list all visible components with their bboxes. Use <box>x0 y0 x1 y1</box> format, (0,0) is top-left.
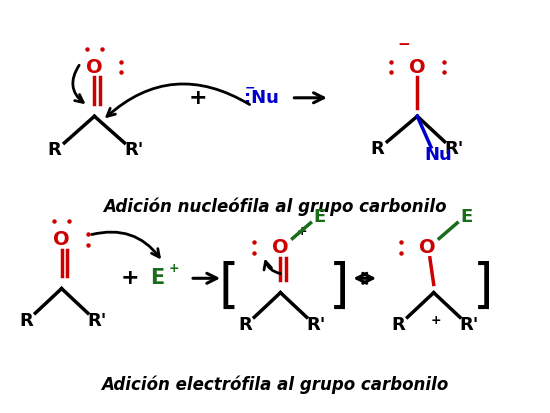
Text: R': R' <box>445 140 464 158</box>
Text: Adición nucleófila al grupo carbonilo: Adición nucleófila al grupo carbonilo <box>103 197 447 216</box>
Text: R: R <box>48 141 62 159</box>
Text: Adición electrófila al grupo carbonilo: Adición electrófila al grupo carbonilo <box>101 376 449 394</box>
Text: R: R <box>238 316 252 334</box>
Text: E: E <box>150 268 164 288</box>
Text: +: + <box>120 268 139 288</box>
Text: R': R' <box>460 316 479 334</box>
Text: :Nu: :Nu <box>244 89 279 107</box>
Text: O: O <box>272 238 289 257</box>
Text: R': R' <box>125 141 144 159</box>
Text: E: E <box>314 208 326 226</box>
Text: +: + <box>431 314 442 327</box>
Text: O: O <box>53 230 70 249</box>
Text: O: O <box>86 57 103 76</box>
Text: R': R' <box>87 311 107 330</box>
Text: R: R <box>371 140 384 158</box>
Text: R: R <box>391 316 405 334</box>
Text: −: − <box>397 37 410 52</box>
Text: R': R' <box>306 316 326 334</box>
Text: −: − <box>245 81 256 94</box>
Text: ]: ] <box>329 261 350 313</box>
Text: +: + <box>297 225 307 237</box>
Text: O: O <box>419 238 436 257</box>
Text: Nu: Nu <box>424 146 452 164</box>
Text: +: + <box>189 88 208 108</box>
Text: E: E <box>460 208 472 226</box>
Text: R: R <box>19 311 33 330</box>
Text: [: [ <box>218 261 239 313</box>
Text: O: O <box>409 57 426 76</box>
Text: ]: ] <box>472 261 493 313</box>
Text: +: + <box>168 262 179 275</box>
